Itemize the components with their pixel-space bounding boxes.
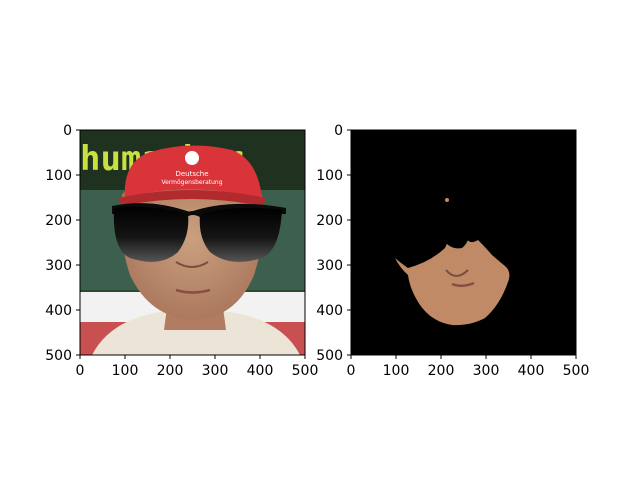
left-y-tick-label: 300 — [45, 258, 72, 274]
right-axes-frame — [350, 129, 577, 356]
segment-mouth — [451, 281, 475, 287]
cap-text-line2: Vermögensberatung — [161, 179, 222, 186]
right-x-tick-label: 500 — [563, 363, 590, 379]
right-x-tick-label: 200 — [428, 363, 455, 379]
mouth — [175, 288, 211, 294]
right-y-tick-label: 0 — [334, 123, 343, 139]
right-x-tick-label: 300 — [473, 363, 500, 379]
left-x-tick-label: 0 — [76, 363, 85, 379]
left-y-tick-label: 100 — [45, 168, 72, 184]
left-y-tick-label: 0 — [63, 123, 72, 139]
right-y-tick-label: 500 — [316, 348, 343, 364]
left-x-tick-label: 200 — [157, 363, 184, 379]
nose — [175, 261, 209, 268]
left-y-tick-label: 500 — [45, 348, 72, 364]
shirt — [92, 312, 300, 355]
cap-text-line1: Deutsche — [175, 170, 208, 178]
cap-logo-icon — [185, 151, 199, 165]
left-lens — [113, 206, 189, 262]
right-y-tick-label: 400 — [316, 303, 343, 319]
right-x-tick-label: 100 — [383, 363, 410, 379]
mask-cutout — [440, 221, 470, 249]
left-x-tick-label: 500 — [292, 363, 319, 379]
right-y-tick-label: 100 — [316, 168, 343, 184]
segment-nose — [445, 269, 469, 277]
segment-speck — [445, 198, 449, 202]
face-segment — [395, 222, 510, 326]
right-x-tick-label: 0 — [347, 363, 356, 379]
left-x-tick-label: 300 — [202, 363, 229, 379]
left-image-photo: humacher Deutsche Vermögensberatung — [80, 130, 305, 355]
right-lens — [199, 207, 282, 262]
left-x-tick-label: 100 — [112, 363, 139, 379]
glasses-bridge — [183, 211, 204, 218]
right-image-segmentation — [351, 130, 576, 355]
right-y-tick-label: 200 — [316, 213, 343, 229]
left-y-tick-label: 200 — [45, 213, 72, 229]
cap — [124, 145, 262, 200]
left-axes-frame — [79, 129, 306, 356]
left-y-tick-label: 400 — [45, 303, 72, 319]
left-x-tick-label: 400 — [247, 363, 274, 379]
right-x-tick-label: 400 — [518, 363, 545, 379]
right-y-tick-label: 300 — [316, 258, 343, 274]
cap-brim — [118, 190, 266, 206]
